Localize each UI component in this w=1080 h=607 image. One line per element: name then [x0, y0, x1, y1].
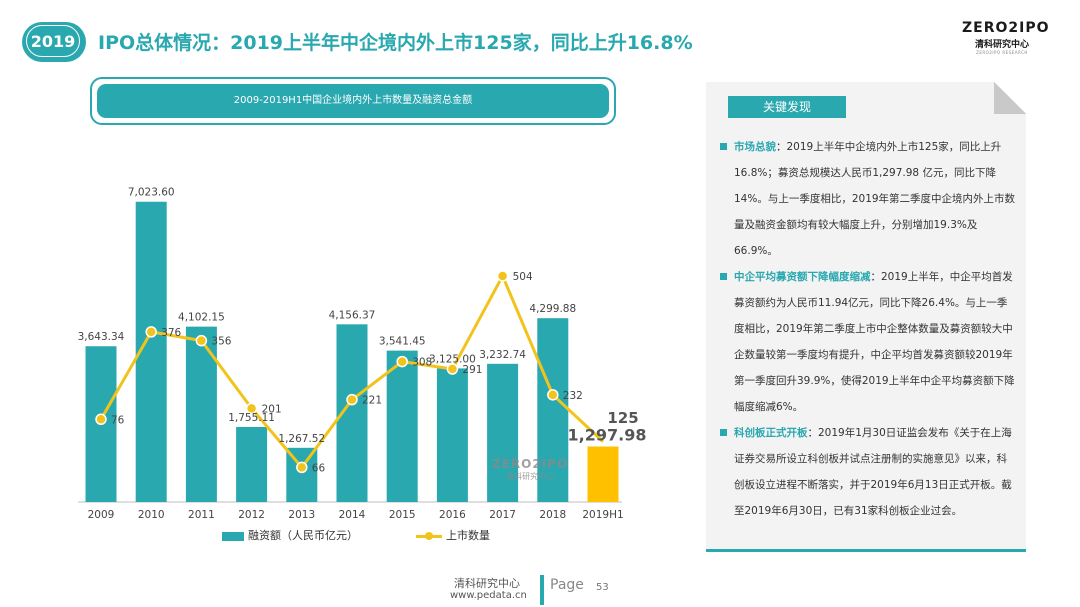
- bullet-square-icon: [720, 143, 727, 150]
- line-label-2010: 376: [161, 327, 181, 339]
- legend-bar: 融资额（人民币亿元）: [222, 527, 358, 543]
- bar-2019H1: [587, 446, 619, 502]
- footer-site-link[interactable]: www.pedata.cn: [450, 590, 527, 601]
- bar-label-2013: 1,267.52: [278, 433, 325, 445]
- line-point-2013: [296, 461, 308, 474]
- line-point-2015: [396, 355, 408, 368]
- legend-line-swatch: [416, 531, 442, 541]
- year-badge-label: 2019: [26, 25, 80, 57]
- page-fold-shadow: [994, 82, 1026, 114]
- finding-item: 市场总貌：2019上半年中企境内外上市125家，同比上升16.8%；募资总规模达…: [720, 134, 1016, 264]
- legend-line-label: 上市数量: [446, 529, 490, 542]
- line-point-2012: [245, 402, 258, 415]
- bar-2016: [436, 368, 468, 502]
- bar-label-2009: 3,643.34: [78, 331, 125, 343]
- x-tick-2014: 2014: [339, 509, 366, 521]
- line-label-2019H1: 125: [607, 409, 638, 427]
- ipo-chart: 3,643.34 7,023.60 4,102.15 1,755.111,267.52…: [78, 187, 647, 521]
- line-point-2014: [346, 393, 358, 406]
- key-findings-text: 市场总貌：2019上半年中企境内外上市125家，同比上升16.8%；募资总规模达…: [720, 134, 1016, 524]
- x-tick-2012: 2012: [238, 509, 265, 521]
- logo-name: ZERO2IPO: [962, 20, 1050, 36]
- bar-label-2016: 3,125.00: [429, 353, 476, 365]
- line-label-2018: 232: [563, 390, 583, 402]
- key-findings-tag: 关键发现: [728, 96, 846, 118]
- legend-bar-swatch: [222, 531, 244, 541]
- key-findings-panel: 关键发现 市场总貌：2019上半年中企境内外上市125家，同比上升16.8%；募…: [706, 82, 1026, 552]
- legend-line: 上市数量: [416, 527, 490, 543]
- finding-item: 中企平均募资额下降幅度缩减：2019上半年，中企平均首发募资额约为人民币11.9…: [720, 264, 1016, 420]
- finding-item: 科创板正式开板：2019年1月30日证监会发布《关于在上海证券交易所设立科创板并…: [720, 420, 1016, 524]
- line-label-2009: 76: [111, 414, 125, 426]
- footer-page-number: 53: [596, 582, 609, 593]
- finding-keyword: 市场总貌: [734, 141, 776, 153]
- finding-text: ：2019上半年，中企平均首发募资额约为人民币11.94亿元，同比下降26.4%…: [734, 271, 1015, 413]
- chart-watermark: ZERO2IPO 清科研究中心: [492, 457, 568, 482]
- line-label-2017: 504: [513, 271, 533, 283]
- footer-page-label: Page: [550, 577, 584, 593]
- line-point-2017: [496, 270, 509, 282]
- finding-text: ：2019上半年中企境内外上市125家，同比上升16.8%；募资总规模达人民币1…: [734, 141, 1016, 257]
- logo-tagline: ZERO2IPO RESEARCH: [976, 50, 1028, 55]
- x-tick-2018: 2018: [539, 509, 566, 521]
- logo-subtitle: 清科研究中心: [974, 40, 1029, 50]
- page-title: IPO总体情况：2019上半年中企境内外上市125家，同比上升16.8%: [98, 32, 693, 54]
- panel-bottom-rule: [706, 549, 1026, 552]
- bar-2015: [386, 350, 418, 502]
- bar-label-2018: 4,299.88: [529, 303, 576, 315]
- footer-divider: [540, 575, 544, 605]
- bullet-square-icon: [720, 273, 727, 280]
- year-badge: 2019: [22, 22, 86, 62]
- legend-bar-label: 融资额（人民币亿元）: [248, 529, 358, 542]
- finding-keyword: 科创板正式开板: [734, 427, 808, 439]
- chart-title: 2009-2019H1中国企业境内外上市数量及融资总金额: [97, 84, 609, 118]
- line-point-2010: [145, 326, 157, 338]
- bar-label-2015: 3,541.45: [379, 336, 426, 348]
- bar-label-2017: 3,232.74: [479, 349, 526, 361]
- footer-org: 清科研究中心: [454, 577, 520, 590]
- x-tick-2010: 2010: [138, 509, 165, 521]
- line-point-2011: [195, 334, 208, 347]
- finding-keyword: 中企平均募资额下降幅度缩减: [734, 271, 871, 283]
- x-tick-2011: 2011: [188, 509, 215, 521]
- x-tick-2019H1: 2019H1: [582, 509, 623, 521]
- bar-label-2012: 1,755.11: [228, 412, 275, 424]
- x-tick-2017: 2017: [489, 509, 516, 521]
- chart-title-box: 2009-2019H1中国企业境内外上市数量及融资总金额: [90, 77, 616, 125]
- bar-label-2019H1: 1,297.98: [568, 426, 647, 445]
- line-point-2009: [95, 413, 107, 426]
- watermark-subtitle: 清科研究中心: [506, 472, 555, 481]
- line-label-2016: 291: [462, 364, 482, 376]
- finding-text: ：2019年1月30日证监会发布《关于在上海证券交易所设立科创板并试点注册制的实…: [734, 427, 1012, 517]
- x-tick-2013: 2013: [288, 509, 315, 521]
- bar-2017: [487, 363, 519, 502]
- bar-2012: [236, 426, 268, 502]
- line-point-2016: [446, 363, 459, 375]
- bullet-square-icon: [720, 429, 727, 436]
- line-point-2018: [547, 389, 559, 401]
- bar-2018: [537, 318, 569, 502]
- watermark-name: ZERO2IPO: [492, 457, 569, 471]
- x-tick-2009: 2009: [88, 509, 115, 521]
- bar-label-2010: 7,023.60: [128, 187, 175, 199]
- bar-label-2011: 4,102.15: [178, 312, 225, 324]
- line-label-2013: 66: [312, 462, 326, 474]
- line-label-2012: 201: [262, 403, 282, 415]
- line-label-2014: 221: [362, 395, 382, 407]
- line-label-2015: 308: [412, 357, 432, 369]
- line-label-2011: 356: [211, 336, 231, 348]
- x-tick-2016: 2016: [439, 509, 466, 521]
- bar-label-2014: 4,156.37: [329, 309, 376, 321]
- x-tick-2015: 2015: [389, 509, 416, 521]
- logo: ZERO2IPO 清科研究中心 ZERO2IPO RESEARCH: [962, 20, 1050, 55]
